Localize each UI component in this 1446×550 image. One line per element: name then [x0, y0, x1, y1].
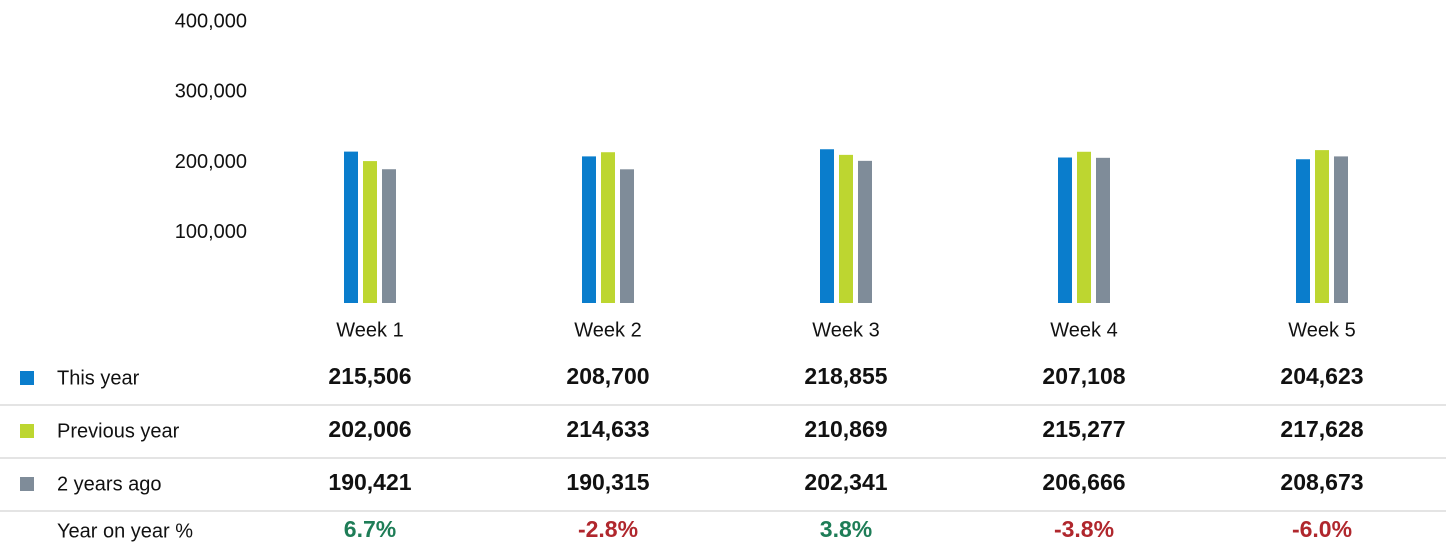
value-label: 210,869 — [804, 416, 887, 442]
bar — [858, 160, 872, 303]
value-label: 215,506 — [328, 363, 411, 389]
legend-label: 2 years ago — [57, 473, 162, 495]
bar — [1096, 157, 1110, 303]
value-label: 202,341 — [804, 469, 887, 495]
bar — [1058, 157, 1072, 303]
value-label: 202,006 — [328, 416, 411, 442]
value-label: 208,700 — [566, 363, 649, 389]
y-tick-label: 200,000 — [175, 151, 247, 173]
bar — [1334, 156, 1348, 303]
yoy-value: -6.0% — [1292, 516, 1352, 542]
bar — [839, 154, 853, 303]
value-label: 204,623 — [1280, 363, 1363, 389]
value-label: 207,108 — [1042, 363, 1125, 389]
legend-label: Previous year — [57, 420, 180, 442]
value-label: 218,855 — [804, 363, 887, 389]
legend-swatch — [20, 371, 34, 385]
value-label: 208,673 — [1280, 469, 1363, 495]
value-label: 217,628 — [1280, 416, 1363, 442]
x-tick-label: Week 5 — [1288, 319, 1355, 341]
bar — [363, 161, 377, 303]
bar — [820, 149, 834, 303]
value-label: 190,315 — [566, 469, 649, 495]
yoy-value: -2.8% — [578, 516, 638, 542]
legend-swatch — [20, 477, 34, 491]
value-label: 214,633 — [566, 416, 649, 442]
x-tick-label: Week 3 — [812, 319, 879, 341]
value-label: 206,666 — [1042, 469, 1125, 495]
bar — [344, 151, 358, 303]
value-label: 215,277 — [1042, 416, 1125, 442]
x-tick-label: Week 1 — [336, 319, 403, 341]
value-label: 190,421 — [328, 469, 411, 495]
bar — [1077, 151, 1091, 303]
yoy-value: 3.8% — [820, 516, 872, 542]
bar — [1315, 150, 1329, 303]
bar — [582, 156, 596, 303]
x-tick-label: Week 2 — [574, 319, 641, 341]
yoy-value: 6.7% — [344, 516, 396, 542]
legend-swatch — [20, 424, 34, 438]
x-tick-label: Week 4 — [1050, 319, 1117, 341]
legend-label: This year — [57, 367, 140, 389]
bar — [382, 169, 396, 303]
bar — [601, 152, 615, 303]
y-tick-label: 100,000 — [175, 221, 247, 243]
yoy-label: Year on year % — [57, 520, 193, 542]
bar — [620, 169, 634, 303]
y-tick-label: 300,000 — [175, 81, 247, 103]
yoy-value: -3.8% — [1054, 516, 1114, 542]
bar — [1296, 159, 1310, 303]
y-tick-label: 400,000 — [175, 10, 247, 32]
